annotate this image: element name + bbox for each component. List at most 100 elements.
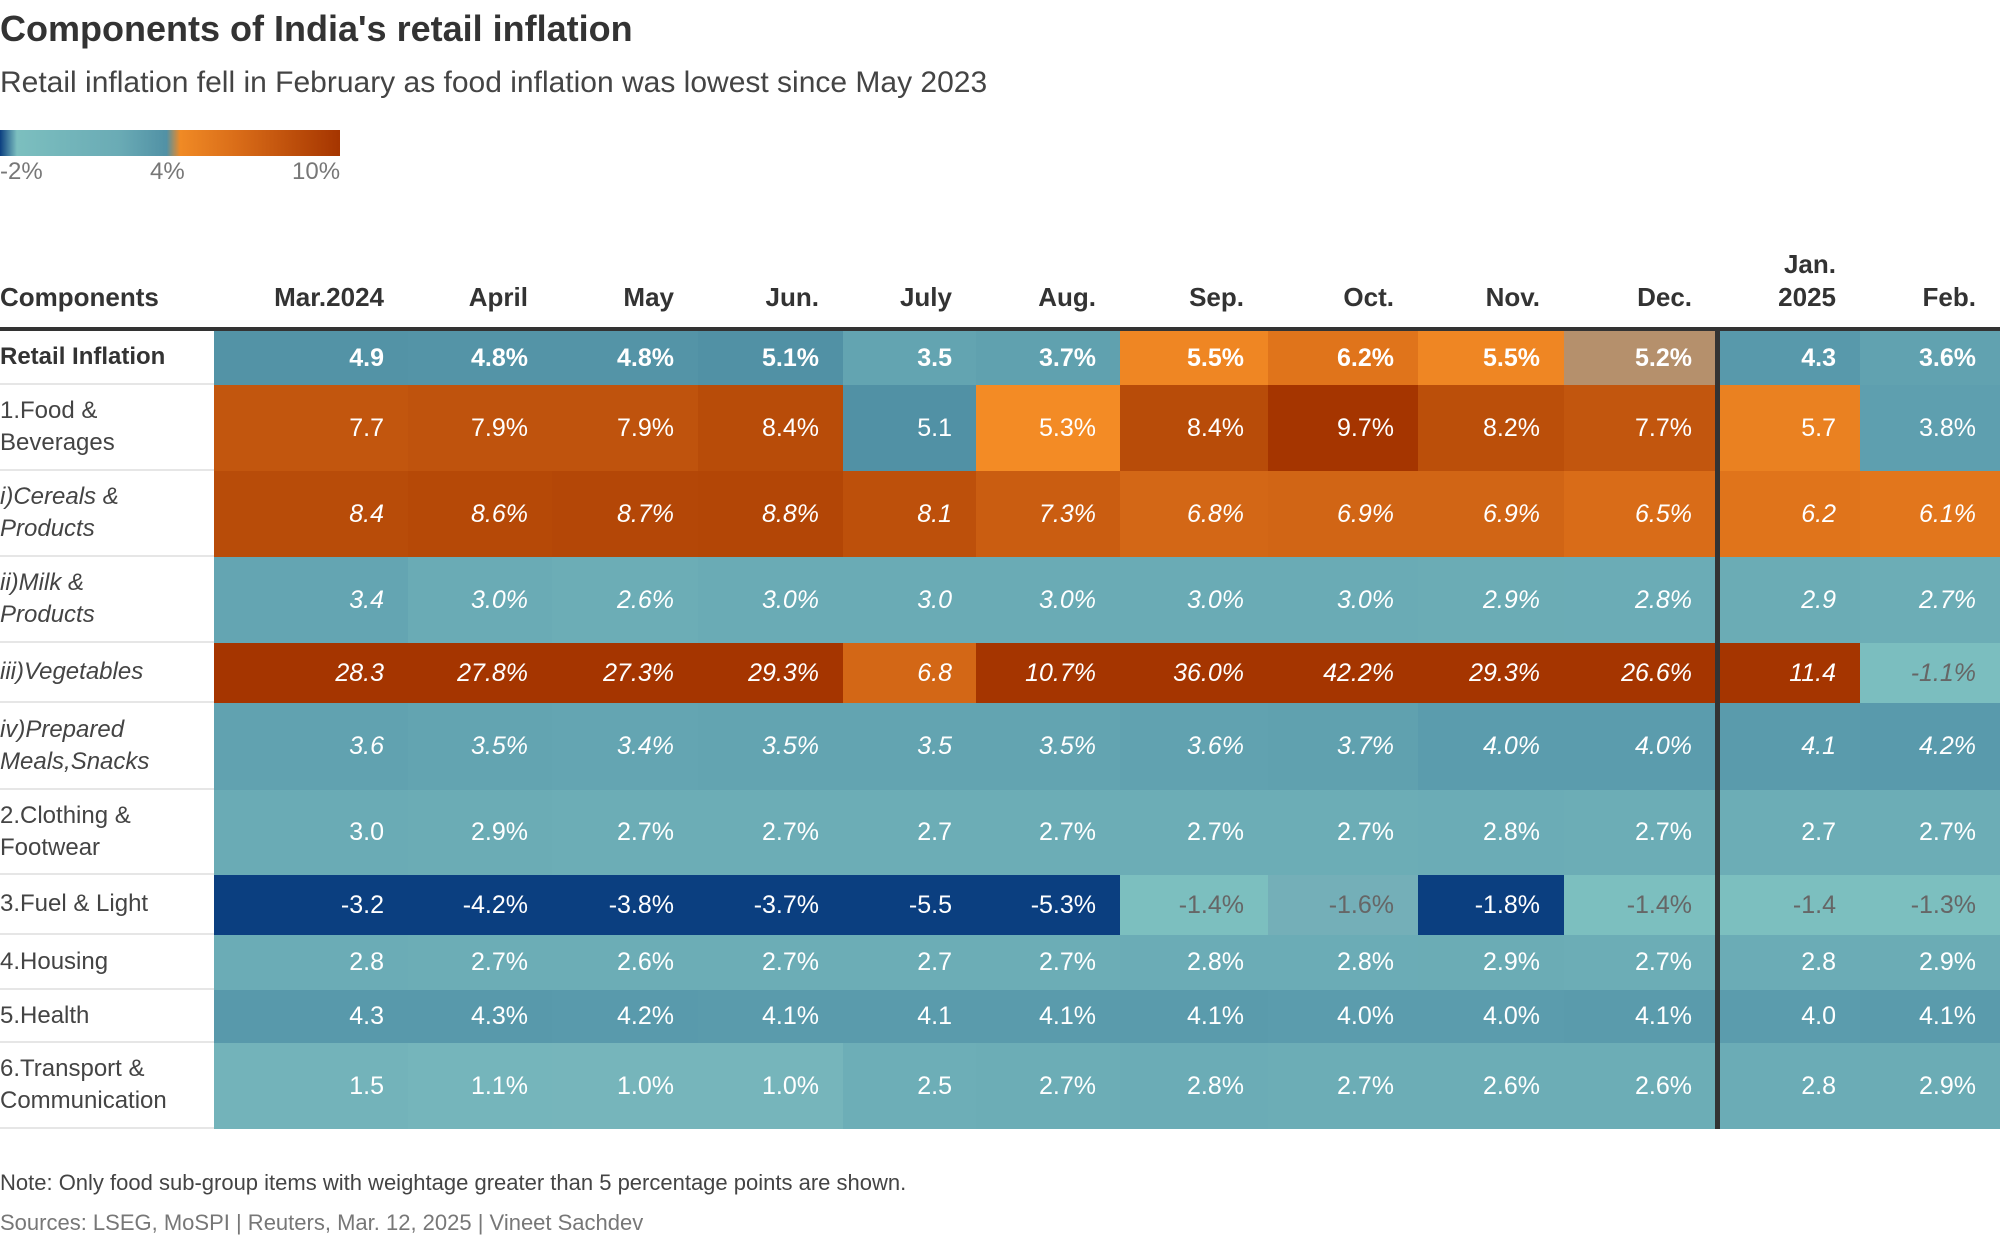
heatmap-cell: 11.4 xyxy=(1716,643,1860,703)
row-label: 4.Housing xyxy=(0,935,214,990)
row-label: 3.Fuel & Light xyxy=(0,875,214,935)
heatmap-cell: 2.7% xyxy=(408,935,552,990)
heatmap-cell: 2.7% xyxy=(1268,1043,1418,1129)
heatmap-cell: 3.0 xyxy=(843,557,976,643)
heatmap-cell: 6.9% xyxy=(1418,471,1564,557)
heatmap-cell: 1.0% xyxy=(552,1043,698,1129)
heatmap-cell: 7.7 xyxy=(214,385,408,471)
heatmap-cell: 2.6% xyxy=(1564,1043,1716,1129)
column-header: Feb. xyxy=(1922,282,1976,312)
heatmap-cell: 3.5% xyxy=(976,703,1120,790)
heatmap-cell: 7.9% xyxy=(552,385,698,471)
heatmap-cell: 3.8% xyxy=(1860,385,2000,471)
heatmap-cell: -1.1% xyxy=(1860,643,2000,703)
column-header-components: Components xyxy=(0,282,159,312)
column-header: Aug. xyxy=(1038,282,1096,312)
heatmap-cell: 2.5 xyxy=(843,1043,976,1129)
row-label: ii)Milk & Products xyxy=(0,557,214,643)
row-label: 5.Health xyxy=(0,990,214,1043)
row-label: 1.Food & Beverages xyxy=(0,385,214,471)
heatmap-cell: -1.4% xyxy=(1120,875,1268,935)
heatmap-cell: 1.1% xyxy=(408,1043,552,1129)
heatmap-cell: 3.5 xyxy=(843,703,976,790)
heatmap-cell: 8.1 xyxy=(843,471,976,557)
heatmap-cell: 3.5 xyxy=(843,331,976,385)
heatmap-cell: 4.1% xyxy=(1564,990,1716,1043)
heatmap-cell: 2.7% xyxy=(1120,790,1268,875)
heatmap-cell: 27.8% xyxy=(408,643,552,703)
row-label: i)Cereals & Products xyxy=(0,471,214,557)
heatmap-cell: 4.1 xyxy=(843,990,976,1043)
heatmap-cell: 2.9% xyxy=(408,790,552,875)
heatmap-cell: 5.7 xyxy=(1716,385,1860,471)
heatmap-cell: -1.3% xyxy=(1860,875,2000,935)
heatmap-cell: 4.0% xyxy=(1268,990,1418,1043)
heatmap-cell: 2.8 xyxy=(1716,1043,1860,1129)
heatmap-cell: -4.2% xyxy=(408,875,552,935)
year-separator xyxy=(1715,331,1720,1129)
heatmap-cell: 4.9 xyxy=(214,331,408,385)
chart-title: Components of India's retail inflation xyxy=(0,8,633,49)
heatmap-cell: -3.2 xyxy=(214,875,408,935)
heatmap-cell: 6.8 xyxy=(843,643,976,703)
heatmap-cell: 4.1% xyxy=(698,990,843,1043)
chart-subtitle: Retail inflation fell in February as foo… xyxy=(0,66,988,99)
column-header: Jan. 2025 xyxy=(1778,249,1836,312)
heatmap-cell: 4.1% xyxy=(1860,990,2000,1043)
row-label: 2.Clothing & Footwear xyxy=(0,790,214,875)
column-header: Nov. xyxy=(1485,282,1540,312)
column-header: Oct. xyxy=(1343,282,1394,312)
column-header: May xyxy=(623,282,674,312)
heatmap-cell: -5.5 xyxy=(843,875,976,935)
heatmap-cell: 3.4% xyxy=(552,703,698,790)
column-header: April xyxy=(468,282,528,312)
heatmap-cell: 2.6% xyxy=(552,557,698,643)
heatmap-cell: 5.5% xyxy=(1418,331,1564,385)
column-header: Sep. xyxy=(1189,282,1244,312)
heatmap-cell: 4.1% xyxy=(1120,990,1268,1043)
heatmap-cell: 4.0 xyxy=(1716,990,1860,1043)
heatmap-cell: 3.5% xyxy=(698,703,843,790)
row-label: iv)Prepared Meals,Snacks xyxy=(0,703,214,790)
heatmap-cell: 2.7% xyxy=(1268,790,1418,875)
heatmap-cell: 29.3% xyxy=(1418,643,1564,703)
heatmap-cell: 5.1% xyxy=(698,331,843,385)
heatmap-cell: -1.8% xyxy=(1418,875,1564,935)
heatmap-cell: 10.7% xyxy=(976,643,1120,703)
heatmap-cell: 2.7 xyxy=(843,935,976,990)
heatmap-cell: 4.8% xyxy=(408,331,552,385)
heatmap-cell: 8.4% xyxy=(698,385,843,471)
heatmap-cell: 3.7% xyxy=(976,331,1120,385)
heatmap-cell: 5.2% xyxy=(1564,331,1716,385)
heatmap-cell: 2.9% xyxy=(1860,1043,2000,1129)
source-line: Sources: LSEG, MoSPI | Reuters, Mar. 12,… xyxy=(0,1210,644,1235)
color-legend-bar xyxy=(0,130,340,156)
row-label: 6.Transport & Communication xyxy=(0,1043,214,1129)
heatmap-cell: 2.8% xyxy=(1564,557,1716,643)
heatmap-cell: 5.3% xyxy=(976,385,1120,471)
heatmap-cell: 8.4 xyxy=(214,471,408,557)
heatmap-cell: 8.4% xyxy=(1120,385,1268,471)
heatmap-cell: 2.8% xyxy=(1120,935,1268,990)
heatmap-cell: 8.2% xyxy=(1418,385,1564,471)
row-label: Retail Inflation xyxy=(0,331,214,385)
heatmap-cell: 2.7% xyxy=(1860,790,2000,875)
row-label: iii)Vegetables xyxy=(0,643,214,703)
heatmap-cell: 2.7% xyxy=(976,790,1120,875)
heatmap-cell: 2.8% xyxy=(1268,935,1418,990)
heatmap-cell: 26.6% xyxy=(1564,643,1716,703)
heatmap-cell: 6.8% xyxy=(1120,471,1268,557)
heatmap-cell: 28.3 xyxy=(214,643,408,703)
heatmap-cell: 2.7% xyxy=(698,935,843,990)
heatmap-cell: 3.7% xyxy=(1268,703,1418,790)
heatmap-cell: 2.8 xyxy=(1716,935,1860,990)
heatmap-cell: 2.9% xyxy=(1418,557,1564,643)
heatmap-cell: 3.0% xyxy=(408,557,552,643)
heatmap-cell: 2.9 xyxy=(1716,557,1860,643)
heatmap-cell: 3.0% xyxy=(1120,557,1268,643)
heatmap-cell: 5.1 xyxy=(843,385,976,471)
heatmap-cell: 4.1 xyxy=(1716,703,1860,790)
legend-label-max: 10% xyxy=(292,158,341,185)
legend-label-mid: 4% xyxy=(150,158,185,185)
heatmap-cell: 2.7% xyxy=(1564,935,1716,990)
